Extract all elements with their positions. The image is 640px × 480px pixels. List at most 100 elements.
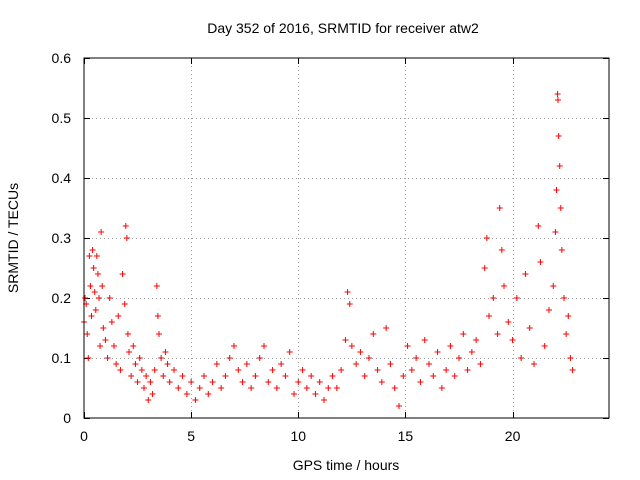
data-point [90,265,97,271]
data-point [156,331,162,337]
data-point [138,367,145,373]
data-point [531,361,537,367]
data-point [434,349,441,355]
data-points [81,91,576,409]
data-point [557,205,564,211]
data-point [104,355,111,361]
data-point [256,355,263,361]
data-point [295,379,302,385]
data-point [128,373,135,379]
data-point [378,379,385,385]
data-point [117,367,124,373]
data-point [97,343,104,349]
data-point [460,331,467,337]
data-point [526,325,533,331]
data-point [265,379,272,385]
data-point [151,367,158,373]
data-point [286,349,293,355]
data-point [464,367,471,373]
data-point [438,385,445,391]
data-point [111,343,117,349]
y-tick-label: 0 [63,410,71,426]
data-point [546,307,552,313]
data-point [108,319,115,325]
data-point [261,343,267,349]
data-point [84,331,91,337]
data-point [518,355,525,361]
data-point [565,313,572,319]
data-point [535,223,542,229]
data-point [121,301,128,307]
data-point [88,313,95,319]
grid [84,58,609,418]
data-point [408,367,415,373]
data-point [342,337,349,343]
data-point [344,289,351,295]
x-tick-label: 0 [80,428,88,444]
data-point [430,373,437,379]
data-point [91,289,98,295]
data-point [92,307,99,313]
data-point [417,379,424,385]
data-point [222,373,229,379]
data-point [321,397,327,403]
data-point [134,379,141,385]
data-point [447,343,454,349]
data-point [567,355,574,361]
data-point [209,379,216,385]
data-point [569,367,576,373]
data-point [473,337,480,343]
data-point [226,355,233,361]
data-point [278,361,285,367]
data-point [299,367,306,373]
data-point [126,349,132,355]
data-point [273,385,280,391]
y-tick-label: 0.6 [52,50,72,66]
data-point [115,313,122,319]
data-point [505,319,512,325]
data-point [329,373,336,379]
data-point [113,361,120,367]
data-point [456,355,462,361]
data-point [396,403,402,409]
y-tick-label: 0.4 [52,170,72,186]
data-point [556,163,563,169]
data-point [426,361,432,367]
data-point [477,361,484,367]
data-point [374,367,381,373]
data-point [494,331,501,337]
data-point [346,301,353,307]
data-point [158,355,165,361]
data-point [218,385,225,391]
data-point [162,349,169,355]
data-point [383,325,390,331]
data-point [555,133,562,139]
x-tick-label: 10 [290,428,306,444]
data-point [239,379,246,385]
data-point [145,397,152,403]
y-axis: 0 0.1 0.2 0.3 0.4 0.5 0.6 [52,50,609,426]
x-tick-label: 20 [505,428,521,444]
data-point [404,343,411,349]
data-point [509,337,516,343]
data-point [132,361,139,367]
data-point [558,247,565,253]
data-point [123,235,130,241]
data-point [85,355,92,361]
data-point [147,379,154,385]
data-point [175,385,182,391]
data-point [537,259,544,265]
data-point [196,385,203,391]
data-point [421,337,428,343]
data-point [119,271,126,277]
data-point [205,391,212,397]
data-point [481,265,488,271]
data-point [235,367,242,373]
data-point [231,343,237,349]
data-point [522,271,529,277]
data-point [413,355,420,361]
data-point [387,361,394,367]
data-point [451,373,458,379]
data-point [496,205,503,211]
